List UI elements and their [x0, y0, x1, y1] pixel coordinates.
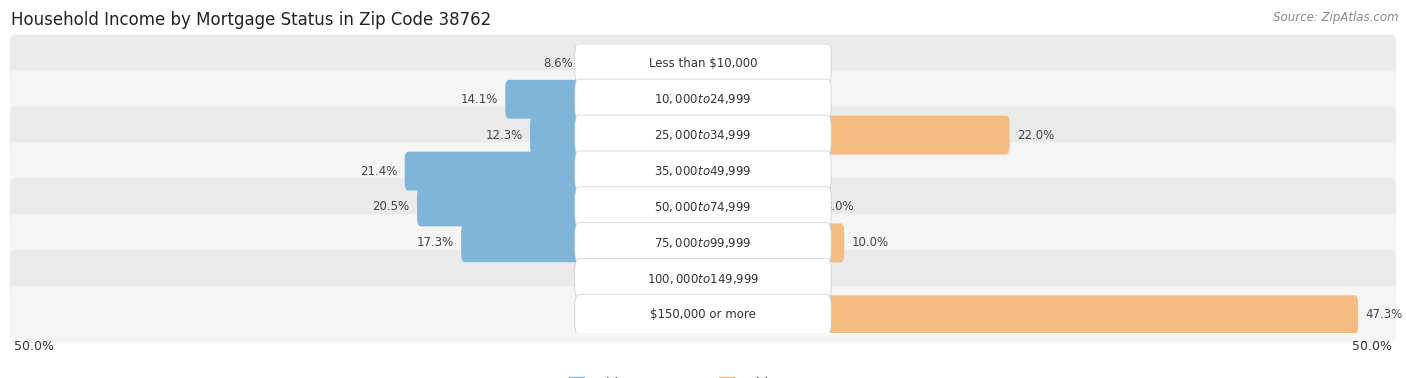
- Text: 50.0%: 50.0%: [1353, 340, 1392, 353]
- Text: 1.8%: 1.8%: [637, 272, 668, 285]
- Text: 17.3%: 17.3%: [416, 236, 454, 249]
- FancyBboxPatch shape: [10, 71, 1396, 128]
- Text: 6.0%: 6.0%: [797, 272, 827, 285]
- FancyBboxPatch shape: [530, 116, 706, 155]
- Text: 50.0%: 50.0%: [14, 340, 53, 353]
- FancyBboxPatch shape: [405, 152, 706, 191]
- FancyBboxPatch shape: [575, 187, 831, 227]
- FancyBboxPatch shape: [10, 178, 1396, 236]
- FancyBboxPatch shape: [575, 43, 831, 84]
- FancyBboxPatch shape: [581, 44, 706, 83]
- Text: $150,000 or more: $150,000 or more: [650, 308, 756, 321]
- Text: 8.6%: 8.6%: [544, 57, 574, 70]
- FancyBboxPatch shape: [461, 223, 706, 262]
- Text: 10.0%: 10.0%: [852, 236, 889, 249]
- Text: 4.7%: 4.7%: [779, 93, 808, 106]
- Text: 0.0%: 0.0%: [714, 57, 744, 70]
- FancyBboxPatch shape: [10, 286, 1396, 344]
- FancyBboxPatch shape: [700, 116, 1010, 155]
- Text: 21.4%: 21.4%: [360, 164, 396, 178]
- Text: $35,000 to $49,999: $35,000 to $49,999: [654, 164, 752, 178]
- FancyBboxPatch shape: [700, 152, 734, 191]
- FancyBboxPatch shape: [700, 80, 772, 119]
- FancyBboxPatch shape: [10, 250, 1396, 308]
- FancyBboxPatch shape: [575, 151, 831, 191]
- Text: 20.5%: 20.5%: [373, 200, 409, 214]
- FancyBboxPatch shape: [643, 295, 706, 334]
- FancyBboxPatch shape: [575, 294, 831, 335]
- FancyBboxPatch shape: [10, 143, 1396, 200]
- Text: 2.0%: 2.0%: [741, 164, 772, 178]
- Text: 47.3%: 47.3%: [1365, 308, 1403, 321]
- FancyBboxPatch shape: [505, 80, 706, 119]
- Text: $100,000 to $149,999: $100,000 to $149,999: [647, 272, 759, 286]
- FancyBboxPatch shape: [10, 35, 1396, 92]
- FancyBboxPatch shape: [700, 223, 844, 262]
- Text: $50,000 to $74,999: $50,000 to $74,999: [654, 200, 752, 214]
- FancyBboxPatch shape: [10, 107, 1396, 164]
- FancyBboxPatch shape: [700, 295, 1358, 334]
- FancyBboxPatch shape: [418, 187, 706, 226]
- FancyBboxPatch shape: [700, 187, 817, 226]
- Legend: Without Mortgage, With Mortgage: Without Mortgage, With Mortgage: [569, 376, 837, 378]
- Text: 14.1%: 14.1%: [460, 93, 498, 106]
- FancyBboxPatch shape: [575, 79, 831, 119]
- Text: 4.1%: 4.1%: [606, 308, 636, 321]
- FancyBboxPatch shape: [575, 115, 831, 155]
- Text: 8.0%: 8.0%: [824, 200, 853, 214]
- FancyBboxPatch shape: [575, 259, 831, 299]
- Text: Source: ZipAtlas.com: Source: ZipAtlas.com: [1274, 11, 1399, 24]
- Text: 12.3%: 12.3%: [485, 129, 523, 142]
- Text: $25,000 to $34,999: $25,000 to $34,999: [654, 128, 752, 142]
- Text: Household Income by Mortgage Status in Zip Code 38762: Household Income by Mortgage Status in Z…: [11, 11, 492, 29]
- FancyBboxPatch shape: [700, 259, 789, 298]
- Text: 22.0%: 22.0%: [1017, 129, 1054, 142]
- FancyBboxPatch shape: [10, 214, 1396, 271]
- FancyBboxPatch shape: [675, 259, 706, 298]
- Text: $10,000 to $24,999: $10,000 to $24,999: [654, 92, 752, 106]
- FancyBboxPatch shape: [575, 223, 831, 263]
- Text: $75,000 to $99,999: $75,000 to $99,999: [654, 236, 752, 250]
- Text: Less than $10,000: Less than $10,000: [648, 57, 758, 70]
